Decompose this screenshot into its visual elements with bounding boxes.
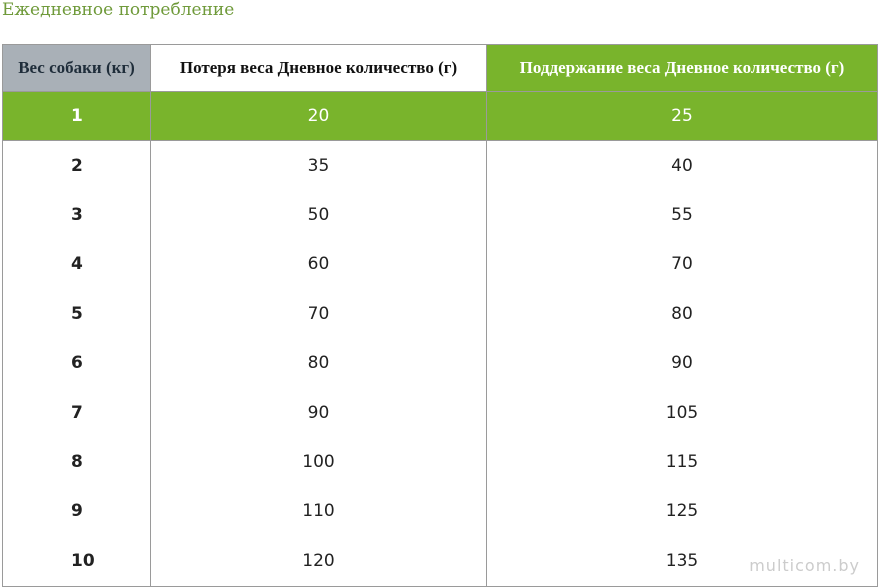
- header-dog-weight: Вес собаки (кг): [3, 45, 151, 92]
- table-row: 6 80 90: [3, 338, 877, 388]
- cell-dog-weight: 5: [3, 289, 151, 339]
- cell-dog-weight: 1: [3, 92, 151, 140]
- cell-weight-loss: 50: [151, 190, 487, 240]
- cell-dog-weight: 8: [3, 437, 151, 487]
- cell-weight-maintenance: 105: [665, 402, 699, 423]
- table-row: 9 110 125: [3, 486, 877, 537]
- table-row: 7 90 105: [3, 387, 877, 438]
- header-weight-maintenance: Поддержание веса Дневное количество (г): [487, 45, 877, 92]
- cell-dog-weight: 2: [3, 141, 151, 191]
- cell-weight-loss: 100: [151, 437, 487, 487]
- cell-weight-loss: 80: [151, 338, 487, 388]
- cell-weight-maintenance: 135: [665, 550, 699, 571]
- cell-weight-maintenance: 80: [671, 303, 693, 324]
- cell-dog-weight: 10: [3, 536, 151, 586]
- cell-weight-maintenance: 70: [671, 254, 693, 275]
- cell-weight-loss: 70: [151, 289, 487, 339]
- cell-dog-weight: 3: [3, 190, 151, 240]
- feeding-table: Вес собаки (кг) Потеря веса Дневное коли…: [2, 44, 878, 587]
- cell-weight-loss: 120: [151, 536, 487, 586]
- cell-dog-weight: 9: [3, 486, 151, 537]
- cell-dog-weight: 6: [3, 338, 151, 388]
- cell-weight-loss: 90: [151, 387, 487, 438]
- page-caption: Ежедневное потребление: [2, 0, 235, 20]
- cell-weight-maintenance: 40: [671, 155, 693, 176]
- table-row: 10 120 135: [3, 536, 877, 586]
- table-row: 1 20 25: [3, 92, 877, 141]
- cell-weight-loss: 35: [151, 141, 487, 191]
- table-row: 5 70 80: [3, 289, 877, 339]
- cell-weight-maintenance: 25: [487, 92, 877, 140]
- cell-weight-maintenance: 55: [671, 205, 693, 226]
- cell-weight-maintenance: 115: [665, 452, 699, 473]
- cell-weight-loss: 20: [151, 92, 487, 140]
- table-row: 8 100 115: [3, 437, 877, 487]
- header-weight-loss: Потеря веса Дневное количество (г): [151, 45, 487, 92]
- table-row: 4 60 70: [3, 239, 877, 290]
- table-row: 3 50 55: [3, 190, 877, 240]
- cell-dog-weight: 7: [3, 387, 151, 438]
- cell-dog-weight: 4: [3, 239, 151, 290]
- table-header-row: Вес собаки (кг) Потеря веса Дневное коли…: [3, 45, 877, 92]
- cell-weight-loss: 110: [151, 486, 487, 537]
- watermark: multicom.by: [749, 556, 860, 575]
- cell-weight-maintenance: 125: [665, 501, 699, 522]
- cell-weight-maintenance: 90: [671, 353, 693, 374]
- cell-weight-loss: 60: [151, 239, 487, 290]
- table-row: 2 35 40: [3, 141, 877, 191]
